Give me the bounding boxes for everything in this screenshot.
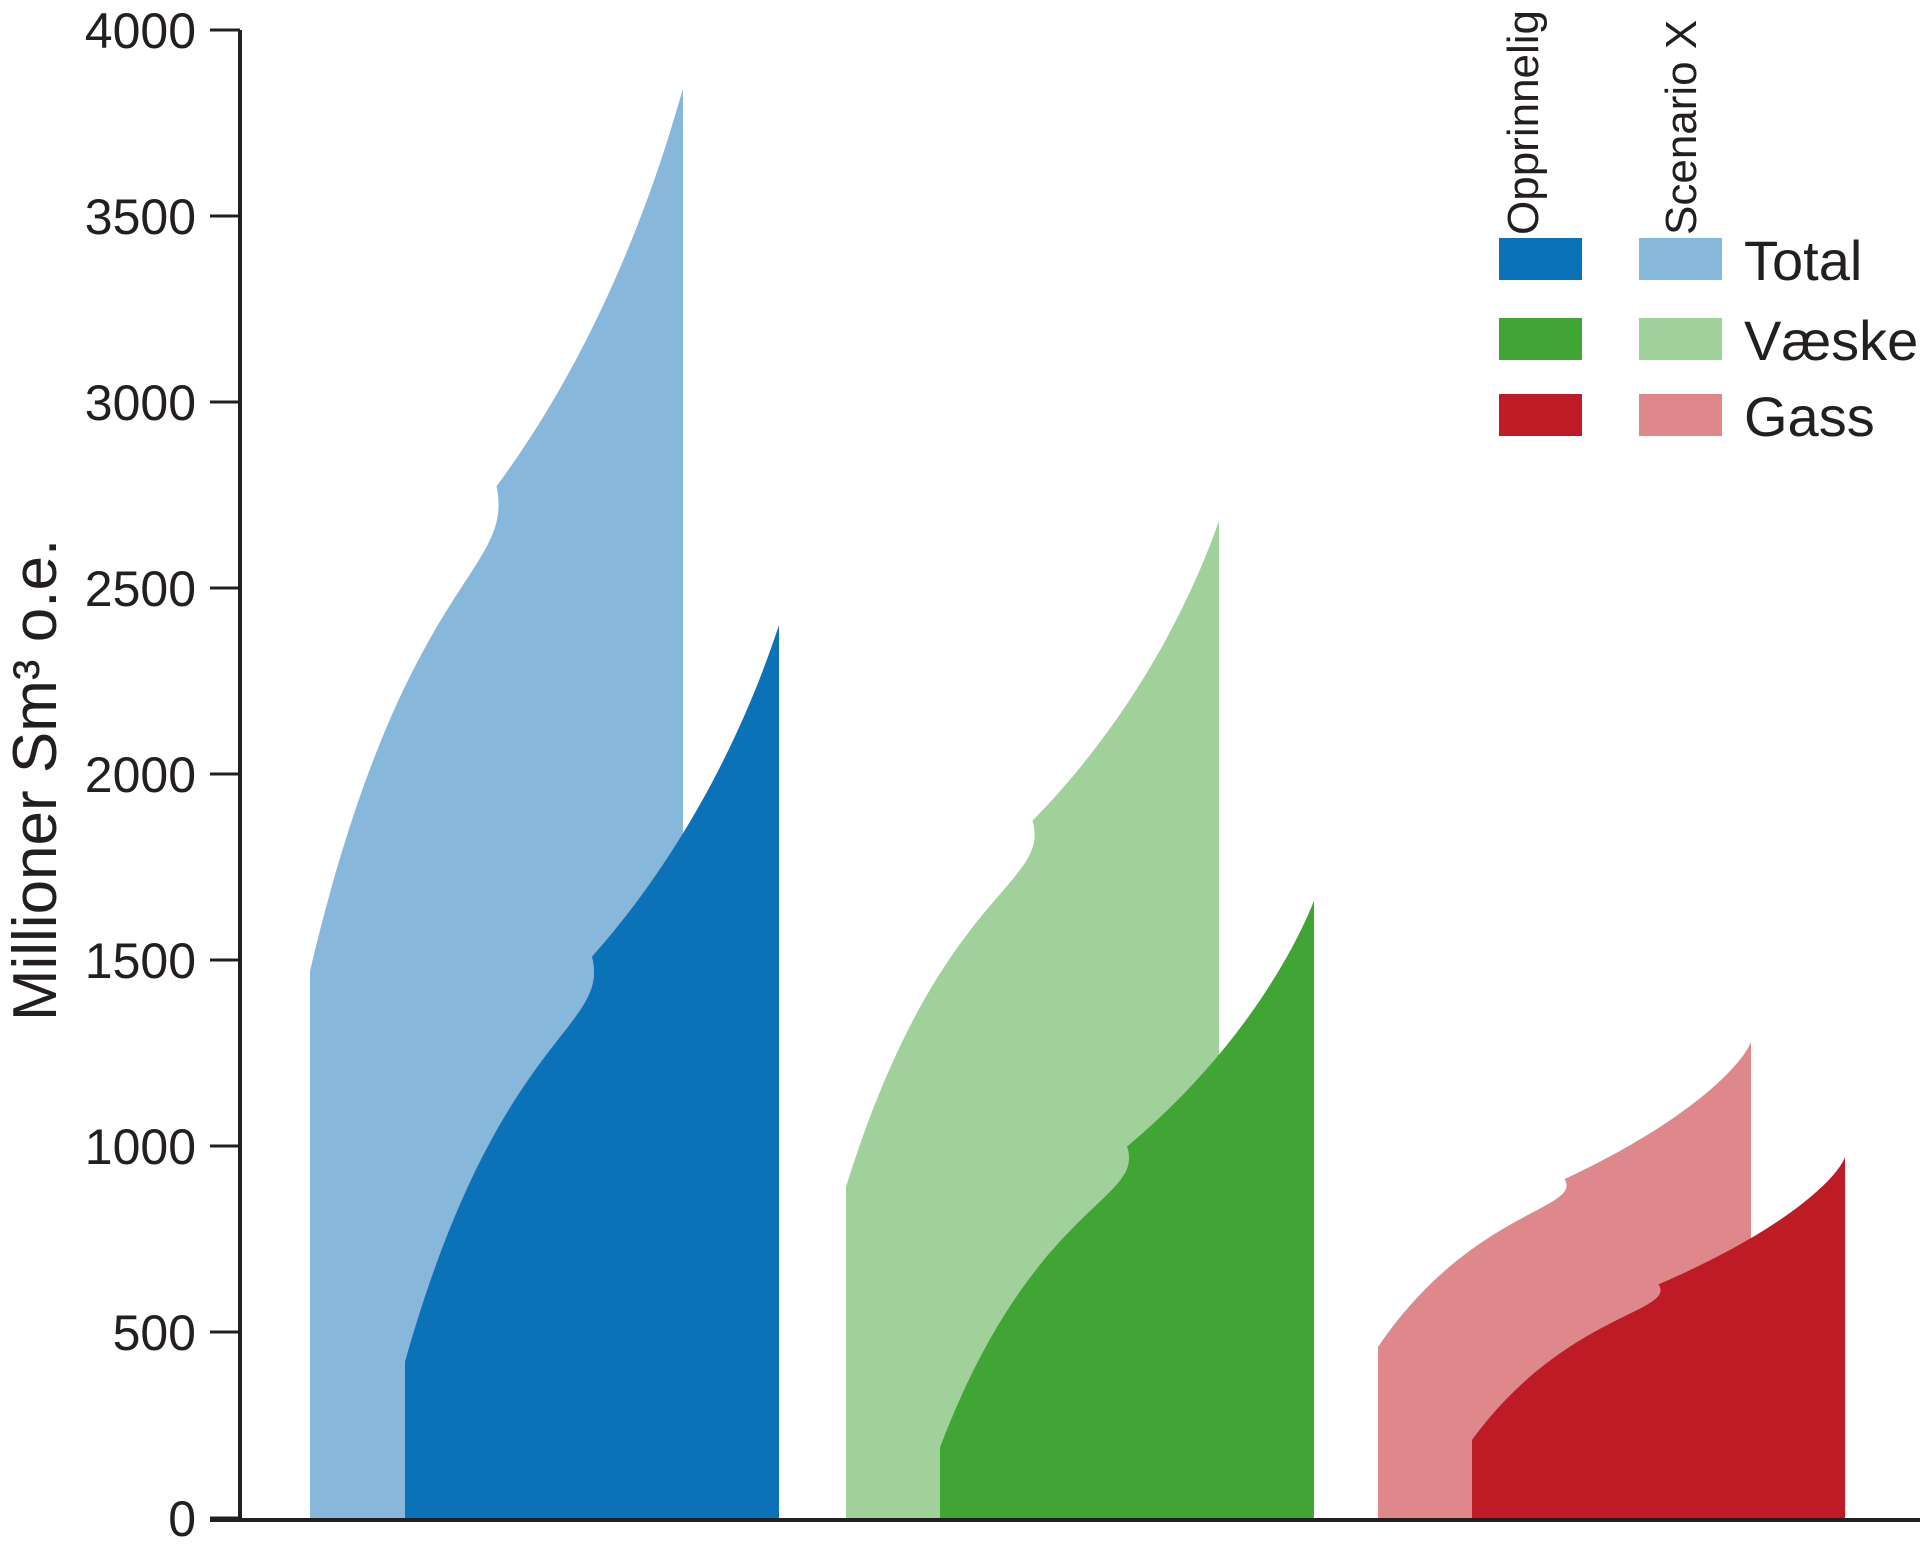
y-tick-label: 2500 <box>85 561 196 617</box>
area-total-opprinnelig-estimat <box>405 625 779 1520</box>
legend-swatch-scenario <box>1639 318 1722 360</box>
legend-header-original-text: Opprinnelig estimat <box>1499 0 1548 235</box>
legend-label: Total <box>1744 229 1862 292</box>
area-vaeske-opprinnelig-estimat <box>940 900 1314 1520</box>
y-ticks: 0 500 1000 1500 2000 2500 3000 3500 4000 <box>85 3 240 1547</box>
y-tick-label: 2000 <box>85 747 196 803</box>
area-gass-opprinnelig-estimat <box>1472 1157 1845 1520</box>
legend-label: Væske <box>1744 309 1918 372</box>
y-axis-title: Millioner Sm³ o.e. <box>1 539 70 1021</box>
legend-header-original: Opprinnelig estimat <box>1499 0 1548 235</box>
legend-header-scenario-text: Scenario X <box>1657 20 1706 235</box>
y-tick-label: 3000 <box>85 375 196 431</box>
legend-header-scenario: Scenario X <box>1657 20 1706 235</box>
legend-rows: Total Væske Gass <box>1499 229 1918 448</box>
legend-swatch-original <box>1499 318 1582 360</box>
legend: Opprinnelig estimat Scenario X Total Væsk… <box>1499 0 1918 448</box>
legend-swatch-original <box>1499 238 1582 280</box>
y-tick-label: 4000 <box>85 3 196 59</box>
y-tick-label: 1500 <box>85 933 196 989</box>
legend-label: Gass <box>1744 385 1875 448</box>
legend-swatch-original <box>1499 394 1582 436</box>
axes: 0 500 1000 1500 2000 2500 3000 3500 4000 <box>85 3 1920 1547</box>
area-series-layer <box>310 89 1845 1520</box>
y-tick-label: 500 <box>113 1305 196 1361</box>
legend-swatch-scenario <box>1639 238 1722 280</box>
y-tick-label: 0 <box>168 1491 196 1547</box>
y-tick-label: 1000 <box>85 1119 196 1175</box>
y-tick-label: 3500 <box>85 189 196 245</box>
legend-swatch-scenario <box>1639 394 1722 436</box>
